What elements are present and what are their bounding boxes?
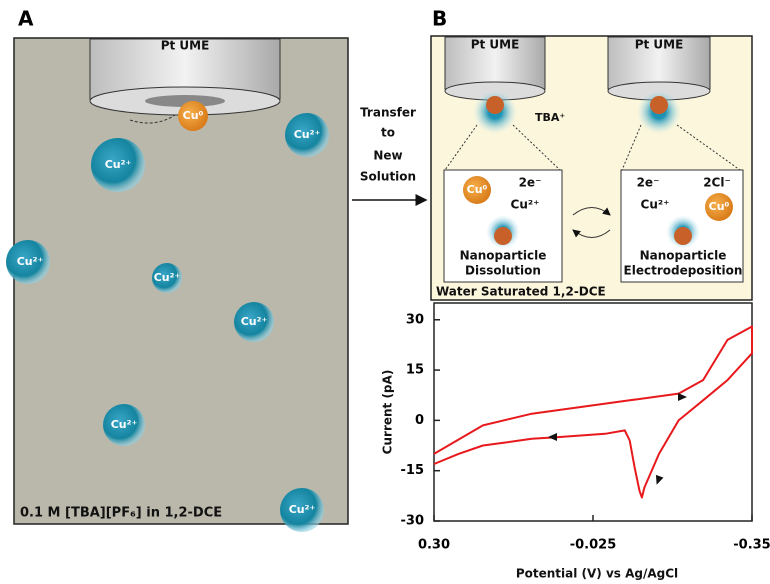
ion-label: Cu²⁺ [105, 158, 132, 171]
ion [6, 240, 50, 284]
ion-label: Cu²⁺ [154, 271, 181, 284]
x-tick-label: -0.025 [570, 538, 617, 553]
cv-curve [433, 325, 753, 499]
ion-label: Cu²⁺ [111, 418, 138, 431]
ion-label: Cu²⁺ [641, 198, 670, 212]
ion-label: Cu²⁺ [511, 198, 540, 212]
particle-label: Cu⁰ [467, 183, 488, 196]
solution-caption: 0.1 M [TBA][PF₆] in 1,2-DCE [20, 506, 222, 521]
ion [280, 488, 324, 532]
transfer-text: Transfer [360, 106, 416, 120]
direction-arrow [655, 474, 664, 485]
ion [234, 302, 274, 342]
ion-label: Cu²⁺ [241, 315, 268, 328]
transfer-text: Solution [360, 170, 416, 184]
electrode-label: Pt UME [635, 38, 684, 52]
electrode [607, 36, 711, 90]
copper-particle [705, 193, 733, 221]
plot-area [433, 302, 753, 522]
transfer: Transfer to New Solution [352, 106, 428, 206]
box-caption: Nanoparticle [460, 249, 547, 263]
ions: Cu²⁺ Cu²⁺ Cu²⁺ Cu²⁺ Cu²⁺ Cu²⁺ Cu²⁺ [6, 113, 329, 532]
electron-label: 2e⁻ [519, 176, 542, 190]
electron-label: 2e⁻ [637, 176, 660, 190]
x-tick-label: 0.30 [418, 538, 450, 553]
electrode [444, 36, 546, 90]
trajectory [129, 114, 176, 124]
ion [91, 138, 145, 192]
nanoparticle [486, 96, 504, 114]
y-tick-label: 30 [406, 312, 424, 327]
transfer-text: to [381, 126, 395, 140]
nanoparticle [650, 96, 668, 114]
y-tick-label: -15 [401, 463, 425, 478]
y-tick-label: 15 [406, 363, 424, 378]
zoom-lines [444, 124, 741, 171]
nanoparticle [494, 227, 512, 245]
x-tick-label: -0.35 [733, 538, 770, 553]
electrode-label: Pt UME [161, 39, 210, 53]
x-axis-label: Potential (V) vs Ag/AgCl [516, 567, 678, 581]
nanoparticle [674, 227, 692, 245]
y-tick-label: -30 [401, 514, 425, 529]
ion-label: Cu²⁺ [289, 503, 316, 516]
particle-label: Cu⁰ [183, 109, 204, 122]
direction-arrow [678, 393, 687, 401]
chart: -30 -15 0 15 30 0.30 -0.025 -0.35 [401, 312, 770, 552]
cation-label: TBA⁺ [535, 111, 565, 124]
transfer-text: New [373, 149, 402, 163]
cycle-arrow [572, 229, 611, 238]
ion [103, 404, 145, 446]
electrode-disc [145, 95, 225, 107]
y-axis-label: Current (pA) [381, 370, 395, 455]
panel-label: A [18, 7, 34, 31]
cycle-arrow [572, 207, 611, 216]
panel-label: B [432, 7, 447, 31]
ion [152, 263, 182, 293]
copper-particle [178, 101, 208, 131]
direction-arrow [548, 433, 557, 441]
box-caption: Electrodeposition [624, 264, 743, 278]
box-caption: Dissolution [465, 264, 541, 278]
particle-label: Cu⁰ [709, 200, 730, 213]
electrode-label: Pt UME [471, 38, 520, 52]
copper-particle [463, 176, 491, 204]
solvent-label: Water Saturated 1,2-DCE [436, 285, 606, 299]
chloride-label: 2Cl⁻ [703, 176, 731, 190]
ion-label: Cu²⁺ [17, 255, 44, 268]
box-caption: Nanoparticle [640, 249, 727, 263]
y-tick-label: 0 [415, 413, 424, 428]
ion-label: Cu²⁺ [294, 128, 321, 141]
ion [285, 113, 329, 157]
